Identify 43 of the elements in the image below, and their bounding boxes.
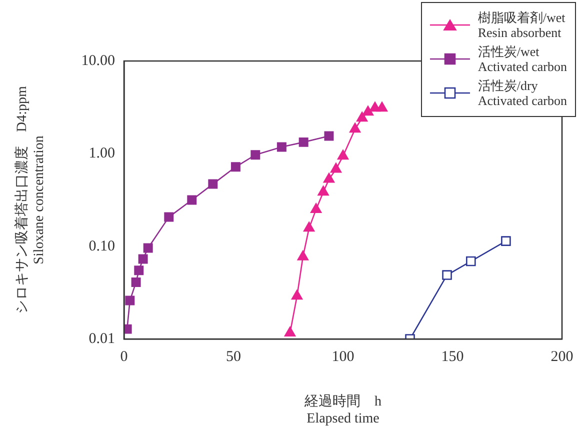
point bbox=[208, 179, 218, 189]
x-tick-label: 150 bbox=[441, 348, 464, 365]
x-axis-title: 経過時間 h Elapsed time bbox=[304, 393, 382, 426]
y-axis-title: シロキサン吸着塔出口濃度 D4:ppm Siloxane concentration bbox=[14, 86, 47, 314]
point bbox=[187, 195, 197, 205]
legend-label: 樹脂吸着剤/wet Resin absorbent bbox=[478, 10, 566, 40]
point bbox=[349, 122, 361, 133]
point bbox=[131, 277, 141, 287]
point bbox=[501, 236, 511, 246]
y-tick-label: 10.00 bbox=[81, 52, 115, 69]
point bbox=[125, 296, 135, 306]
x-tick-label: 100 bbox=[332, 348, 354, 365]
y-tick-label: 0.10 bbox=[88, 238, 115, 254]
point bbox=[318, 186, 329, 196]
point bbox=[164, 212, 174, 222]
point bbox=[250, 150, 260, 160]
point bbox=[298, 137, 308, 147]
point bbox=[138, 254, 148, 264]
point bbox=[291, 290, 303, 300]
point bbox=[466, 256, 476, 266]
point bbox=[310, 202, 322, 213]
point bbox=[330, 162, 342, 173]
point bbox=[356, 112, 368, 122]
legend-label: 活性炭/dry Activated carbon bbox=[478, 78, 567, 108]
point bbox=[323, 172, 335, 183]
point bbox=[276, 142, 286, 152]
point bbox=[284, 326, 296, 337]
point bbox=[134, 266, 144, 276]
x-tick-label: 50 bbox=[226, 348, 241, 365]
point bbox=[230, 162, 240, 172]
point bbox=[324, 131, 334, 141]
y-tick-label: 1.00 bbox=[88, 146, 115, 162]
point bbox=[376, 102, 388, 112]
point bbox=[303, 222, 315, 232]
x-tick-label: 200 bbox=[550, 348, 574, 365]
point bbox=[442, 270, 452, 280]
x-tick-label: 0 bbox=[120, 348, 128, 365]
point bbox=[362, 106, 374, 116]
legend-label: 活性炭/wet Activated carbon bbox=[478, 44, 567, 74]
y-tick-label: 0.01 bbox=[88, 330, 115, 347]
point bbox=[297, 250, 309, 260]
point bbox=[143, 243, 153, 253]
point bbox=[337, 150, 349, 160]
